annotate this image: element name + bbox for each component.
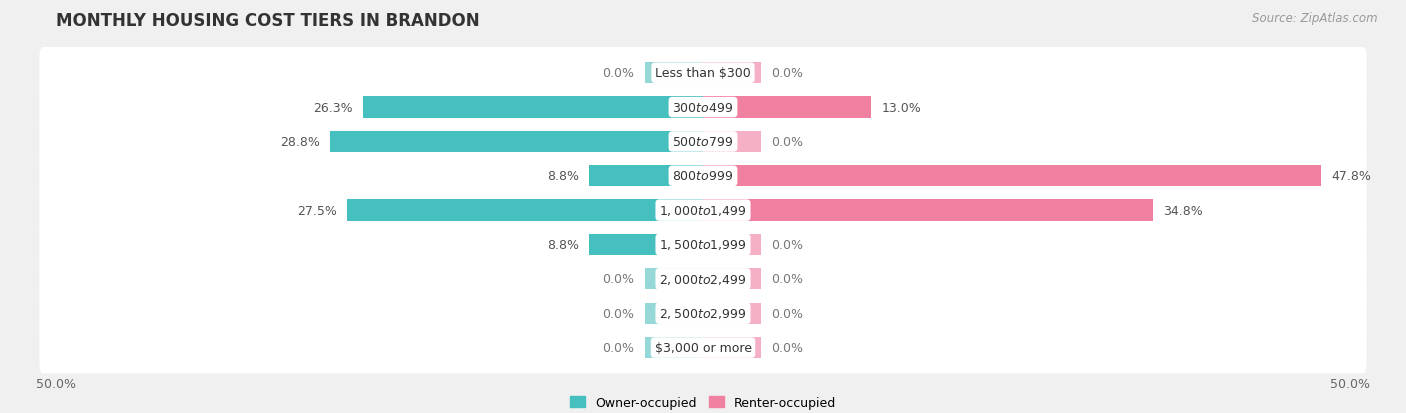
Bar bbox=[703, 268, 761, 290]
Text: 0.0%: 0.0% bbox=[602, 67, 634, 80]
Text: $2,000 to $2,499: $2,000 to $2,499 bbox=[659, 272, 747, 286]
Bar bbox=[703, 166, 1322, 187]
FancyBboxPatch shape bbox=[39, 116, 1367, 168]
Bar bbox=[589, 166, 703, 187]
FancyBboxPatch shape bbox=[39, 185, 1367, 236]
Text: $500 to $799: $500 to $799 bbox=[672, 135, 734, 149]
Bar bbox=[645, 63, 703, 84]
Bar bbox=[645, 303, 703, 324]
FancyBboxPatch shape bbox=[39, 254, 1367, 305]
Text: 13.0%: 13.0% bbox=[882, 101, 921, 114]
Bar bbox=[703, 97, 872, 119]
FancyBboxPatch shape bbox=[39, 82, 1367, 133]
Bar bbox=[703, 303, 761, 324]
Text: $1,000 to $1,499: $1,000 to $1,499 bbox=[659, 204, 747, 218]
Bar bbox=[645, 337, 703, 358]
Text: 0.0%: 0.0% bbox=[772, 238, 804, 252]
Bar bbox=[703, 200, 1153, 221]
Bar bbox=[703, 234, 761, 256]
Text: 8.8%: 8.8% bbox=[547, 170, 579, 183]
FancyBboxPatch shape bbox=[39, 151, 1367, 202]
Text: 0.0%: 0.0% bbox=[772, 307, 804, 320]
FancyBboxPatch shape bbox=[39, 219, 1367, 271]
Bar bbox=[645, 268, 703, 290]
Text: 0.0%: 0.0% bbox=[602, 307, 634, 320]
Text: 0.0%: 0.0% bbox=[602, 273, 634, 286]
Bar bbox=[703, 337, 761, 358]
Bar bbox=[330, 131, 703, 153]
Text: 0.0%: 0.0% bbox=[772, 135, 804, 149]
Text: 47.8%: 47.8% bbox=[1331, 170, 1371, 183]
Text: 0.0%: 0.0% bbox=[772, 67, 804, 80]
Legend: Owner-occupied, Renter-occupied: Owner-occupied, Renter-occupied bbox=[565, 391, 841, 413]
Text: Source: ZipAtlas.com: Source: ZipAtlas.com bbox=[1253, 12, 1378, 25]
Text: 28.8%: 28.8% bbox=[280, 135, 321, 149]
FancyBboxPatch shape bbox=[39, 322, 1367, 373]
Text: 8.8%: 8.8% bbox=[547, 238, 579, 252]
Bar bbox=[363, 97, 703, 119]
Text: 27.5%: 27.5% bbox=[297, 204, 337, 217]
Bar bbox=[703, 63, 761, 84]
Bar bbox=[703, 131, 761, 153]
Text: Less than $300: Less than $300 bbox=[655, 67, 751, 80]
Bar bbox=[347, 200, 703, 221]
Text: 34.8%: 34.8% bbox=[1164, 204, 1204, 217]
Text: $3,000 or more: $3,000 or more bbox=[655, 341, 751, 354]
Text: $1,500 to $1,999: $1,500 to $1,999 bbox=[659, 238, 747, 252]
FancyBboxPatch shape bbox=[39, 48, 1367, 99]
Text: $800 to $999: $800 to $999 bbox=[672, 170, 734, 183]
Bar bbox=[589, 234, 703, 256]
Text: $2,500 to $2,999: $2,500 to $2,999 bbox=[659, 306, 747, 320]
Text: 0.0%: 0.0% bbox=[772, 341, 804, 354]
Text: $300 to $499: $300 to $499 bbox=[672, 101, 734, 114]
Text: 0.0%: 0.0% bbox=[602, 341, 634, 354]
Text: 26.3%: 26.3% bbox=[312, 101, 353, 114]
FancyBboxPatch shape bbox=[39, 288, 1367, 339]
Text: MONTHLY HOUSING COST TIERS IN BRANDON: MONTHLY HOUSING COST TIERS IN BRANDON bbox=[56, 12, 479, 30]
Text: 0.0%: 0.0% bbox=[772, 273, 804, 286]
